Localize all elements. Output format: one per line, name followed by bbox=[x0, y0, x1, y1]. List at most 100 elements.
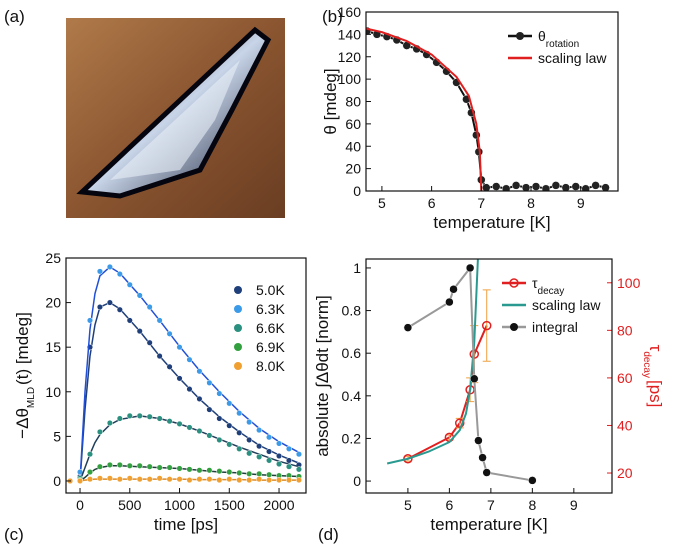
marker bbox=[236, 477, 243, 484]
marker bbox=[106, 461, 113, 468]
legend-label-part: 8.0K bbox=[256, 358, 285, 374]
marker bbox=[146, 413, 153, 420]
marker bbox=[106, 419, 113, 427]
marker bbox=[256, 443, 263, 450]
marker bbox=[146, 476, 153, 483]
marker bbox=[156, 464, 163, 471]
legend-marker bbox=[234, 286, 242, 294]
marker bbox=[266, 457, 273, 464]
marker bbox=[86, 451, 94, 458]
marker bbox=[156, 317, 163, 324]
chart: (b) 5 6 7 8 9 0 20 40 60 80 100 120 140 160 temperature… bbox=[321, 4, 619, 232]
frame bbox=[365, 258, 613, 494]
marker bbox=[541, 184, 551, 191]
marker bbox=[256, 453, 263, 460]
marker bbox=[156, 353, 163, 360]
marker bbox=[216, 436, 223, 443]
marker bbox=[246, 419, 253, 426]
legend-label: 5.0K bbox=[256, 282, 285, 298]
y-tick-label: 15 bbox=[45, 339, 61, 355]
marker bbox=[106, 299, 113, 306]
panel-label: (a) bbox=[4, 7, 25, 26]
x-tick-label: 7 bbox=[487, 497, 495, 513]
marker bbox=[186, 424, 193, 431]
marker bbox=[196, 476, 203, 483]
x-tick-label: 7 bbox=[477, 195, 485, 211]
marker bbox=[126, 475, 133, 482]
marker bbox=[196, 368, 203, 375]
marker bbox=[166, 476, 173, 483]
y-tick-label: 0.8 bbox=[342, 303, 362, 319]
x-tick-label: 5 bbox=[404, 497, 412, 513]
marker bbox=[176, 375, 183, 382]
y-axis-label-part: θ [mdeg] bbox=[321, 68, 340, 134]
marker bbox=[146, 339, 153, 346]
marker bbox=[236, 445, 243, 452]
marker bbox=[86, 468, 94, 476]
marker bbox=[478, 453, 487, 462]
legend-label-part: scaling law bbox=[538, 50, 607, 66]
marker bbox=[116, 476, 123, 483]
marker bbox=[156, 415, 163, 422]
marker bbox=[455, 418, 465, 428]
y-tick-label: 40 bbox=[345, 138, 361, 154]
marker bbox=[206, 379, 213, 386]
legend-marker bbox=[509, 278, 519, 288]
marker bbox=[551, 181, 561, 190]
marker bbox=[226, 468, 233, 476]
marker bbox=[256, 470, 263, 477]
marker bbox=[403, 323, 413, 332]
y-tick-label: 5 bbox=[53, 428, 61, 444]
x-tick-label: 8 bbox=[528, 497, 536, 513]
y2-axis-label: τdecay [ps] bbox=[642, 345, 666, 408]
marker bbox=[474, 436, 483, 445]
marker bbox=[571, 182, 581, 191]
legend-label: scaling law bbox=[532, 297, 601, 313]
x-axis-label: temperature [K] bbox=[433, 213, 550, 232]
marker bbox=[491, 182, 501, 191]
y2-axis-label-part: τ bbox=[646, 345, 665, 352]
y-axis-label-part: −Δθ bbox=[13, 408, 32, 439]
y-tick-label: 100 bbox=[338, 71, 362, 87]
y2-tick-label: 40 bbox=[617, 417, 633, 433]
marker bbox=[126, 317, 133, 324]
legend-label: integral bbox=[532, 319, 578, 335]
panel-label: (b) bbox=[322, 7, 343, 26]
legend-label-part: rotation bbox=[546, 39, 579, 50]
plot-area bbox=[386, 259, 537, 485]
y2-axis-label-part: decay bbox=[642, 351, 653, 378]
marker bbox=[216, 477, 223, 484]
legend-label: 6.9K bbox=[256, 339, 285, 355]
marker bbox=[76, 477, 84, 485]
plot-area bbox=[67, 263, 302, 485]
legend-label-part: τ bbox=[532, 275, 538, 291]
marker bbox=[96, 304, 103, 311]
marker bbox=[216, 468, 223, 475]
x-tick-label: 500 bbox=[118, 497, 142, 513]
marker bbox=[246, 477, 253, 484]
marker bbox=[236, 429, 243, 436]
marker bbox=[166, 330, 173, 337]
marker bbox=[449, 285, 458, 294]
legend-marker bbox=[510, 323, 518, 331]
y-tick-label: 160 bbox=[338, 4, 362, 20]
y2-axis-label-part: [ps] bbox=[646, 380, 665, 407]
marker bbox=[96, 463, 103, 470]
marker bbox=[275, 477, 283, 484]
marker bbox=[176, 420, 183, 427]
series-line bbox=[366, 27, 483, 191]
marker bbox=[186, 466, 193, 473]
marker bbox=[226, 422, 233, 429]
marker bbox=[126, 281, 133, 288]
marker bbox=[216, 390, 223, 397]
legend-marker bbox=[234, 305, 242, 313]
y-tick-label: 0.6 bbox=[342, 345, 362, 361]
marker bbox=[531, 182, 541, 191]
y-tick-label: 0.4 bbox=[342, 388, 362, 404]
marker bbox=[166, 464, 173, 471]
marker bbox=[186, 386, 193, 393]
legend-label-part: 6.6K bbox=[256, 320, 285, 336]
marker bbox=[266, 471, 273, 478]
y-tick-label: 80 bbox=[345, 94, 361, 110]
legend-label-part: θ bbox=[538, 28, 546, 44]
